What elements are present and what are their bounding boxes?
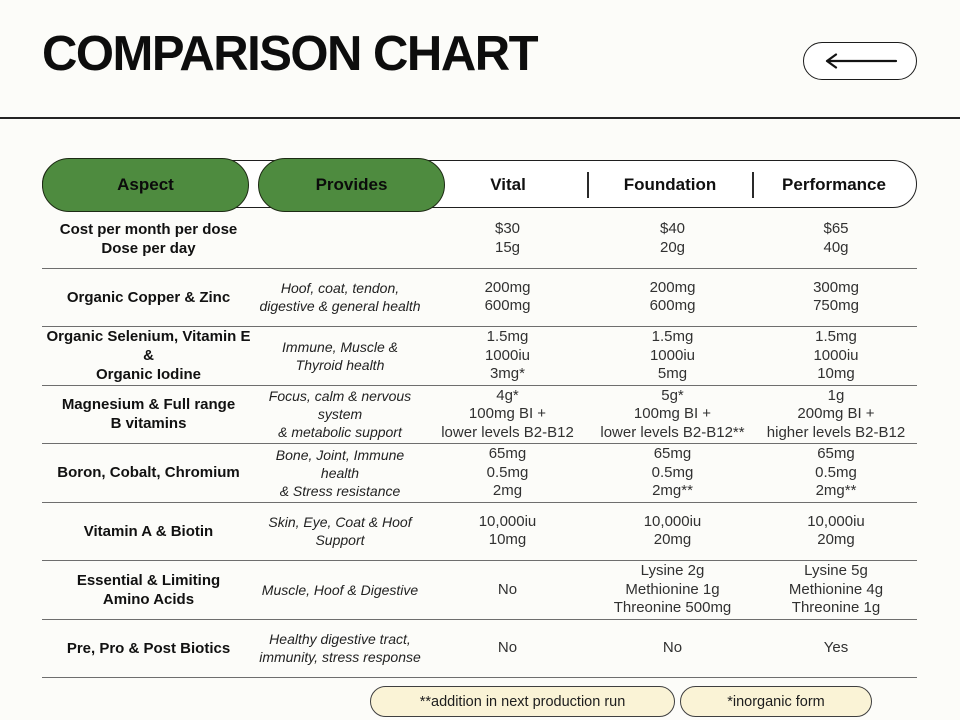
- value-cell-performance: $65 40g: [823, 220, 849, 256]
- aspect-header-pill: Aspect: [42, 158, 249, 212]
- table-row: Boron, Cobalt, Chromium Bone, Joint, Imm…: [42, 444, 917, 503]
- header-column-separator: [752, 172, 754, 198]
- table-body: Cost per month per dose Dose per day $30…: [42, 210, 917, 678]
- value-cell-vital: $30 15g: [494, 220, 521, 256]
- header-divider-line: [0, 117, 960, 119]
- aspect-cell: Pre, Pro & Post Biotics: [66, 639, 231, 657]
- value-cell-foundation: $40 20g: [659, 220, 686, 256]
- table-row: Organic Selenium, Vitamin E & Organic Io…: [42, 327, 917, 386]
- table-row: Cost per month per dose Dose per day $30…: [42, 210, 917, 269]
- table-row: Essential & Limiting Amino Acids Muscle,…: [42, 561, 917, 620]
- provides-cell: Skin, Eye, Coat & Hoof Support: [268, 514, 412, 549]
- value-cell-performance: 65mg 0.5mg 2mg**: [815, 445, 857, 499]
- value-cell-vital: 65mg 0.5mg 2mg: [486, 445, 529, 499]
- provides-cell: Immune, Muscle & Thyroid health: [282, 338, 398, 373]
- value-cell-vital: 1.5mg 1000iu 3mg*: [484, 328, 531, 382]
- value-cell-performance: 1g 200mg BI + higher levels B2-B12: [766, 386, 906, 441]
- page-title: COMPARISON CHART: [42, 27, 539, 81]
- aspect-cell: Vitamin A & Biotin: [83, 522, 214, 540]
- column-header-vital: Vital: [490, 175, 526, 194]
- value-cell-vital: 10,000iu 10mg: [478, 512, 537, 549]
- table-row: Organic Copper & Zinc Hoof, coat, tendon…: [42, 269, 917, 327]
- table-row: Pre, Pro & Post Biotics Healthy digestiv…: [42, 620, 917, 678]
- provides-cell: Focus, calm & nervous system & metabolic…: [268, 388, 412, 441]
- header-column-separator: [587, 172, 589, 198]
- aspect-cell: Essential & Limiting Amino Acids: [76, 571, 221, 608]
- aspect-cell: Organic Selenium, Vitamin E & Organic Io…: [46, 328, 251, 384]
- table-row: Vitamin A & Biotin Skin, Eye, Coat & Hoo…: [42, 503, 917, 561]
- value-cell-foundation: 65mg 0.5mg 2mg**: [651, 445, 694, 499]
- left-arrow-icon: [820, 53, 900, 69]
- value-cell-foundation: 5g* 100mg BI + lower levels B2-B12**: [600, 386, 745, 441]
- table-row: Magnesium & Full range B vitamins Focus,…: [42, 386, 917, 444]
- aspect-cell: Boron, Cobalt, Chromium: [57, 464, 240, 482]
- aspect-cell: Magnesium & Full range B vitamins: [61, 396, 236, 433]
- footnote-inorganic: *inorganic form: [680, 686, 872, 717]
- column-header-performance: Performance: [782, 175, 886, 194]
- column-header-foundation: Foundation: [623, 175, 717, 194]
- provides-cell: [255, 210, 425, 268]
- value-cell-foundation: 200mg 600mg: [649, 278, 696, 315]
- value-cell-vital: 200mg 600mg: [484, 278, 531, 315]
- value-cell-vital: No: [497, 580, 518, 598]
- value-cell-performance: Lysine 5g Methionine 4g Threonine 1g: [788, 562, 884, 616]
- value-cell-performance: 1.5mg 1000iu 10mg: [813, 328, 859, 382]
- aspect-header-label: Aspect: [117, 175, 174, 194]
- value-cell-vital: 4g* 100mg BI + lower levels B2-B12: [441, 386, 574, 441]
- provides-header-label: Provides: [315, 175, 388, 194]
- value-cell-performance: 10,000iu 20mg: [807, 512, 865, 549]
- footnote-addition: **addition in next production run: [370, 686, 675, 717]
- provides-cell: Healthy digestive tract, immunity, stres…: [259, 631, 421, 666]
- aspect-cell: Organic Copper & Zinc: [66, 288, 231, 306]
- value-cell-foundation: 1.5mg 1000iu 5mg: [649, 328, 696, 382]
- back-button[interactable]: [803, 42, 917, 80]
- aspect-cell: Cost per month per dose Dose per day: [59, 220, 238, 257]
- value-cell-performance: 300mg 750mg: [813, 278, 859, 315]
- value-cell-foundation: 10,000iu 20mg: [643, 512, 702, 549]
- comparison-table: Aspect Provides Vital Foundation Perform…: [42, 158, 917, 678]
- value-cell-foundation: Lysine 2g Methionine 1g Threonine 500mg: [613, 562, 732, 616]
- value-cell-vital: No: [497, 639, 518, 656]
- provides-header-pill: Provides: [258, 158, 445, 212]
- value-cell-foundation: No: [662, 639, 683, 656]
- table-header-row: Aspect Provides Vital Foundation Perform…: [42, 158, 917, 212]
- provides-cell: Bone, Joint, Immune health & Stress resi…: [275, 446, 405, 499]
- provides-cell: Hoof, coat, tendon, digestive & general …: [259, 280, 421, 315]
- value-cell-performance: Yes: [823, 639, 849, 656]
- provides-cell: Muscle, Hoof & Digestive: [261, 581, 419, 598]
